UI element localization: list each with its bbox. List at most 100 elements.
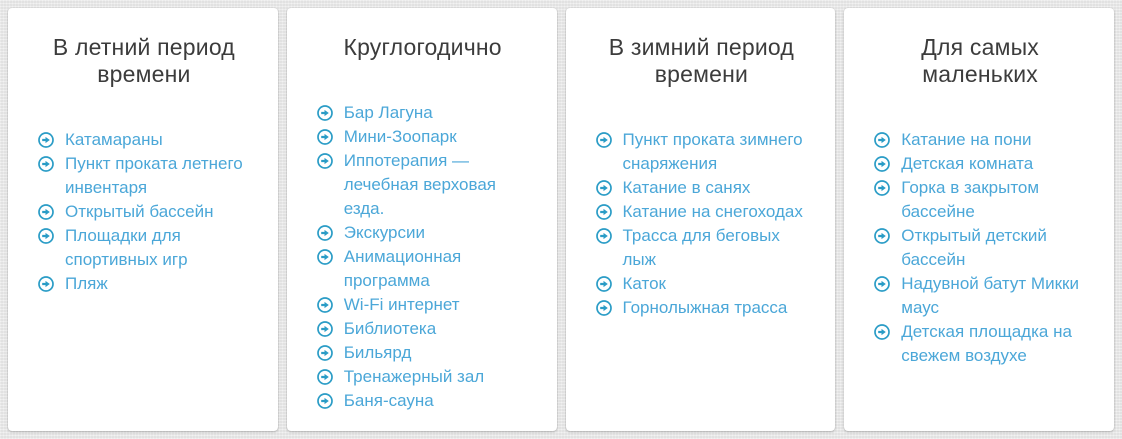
circle-arrow-right-icon (595, 204, 612, 220)
activity-item: Иппотерапия — лечебная верховая езда. (316, 149, 529, 221)
activity-link[interactable]: Открытый бассейн (38, 200, 250, 224)
activity-item: Тренажерный зал (316, 365, 529, 389)
activity-item: Пункт проката зимнего снаряжения (595, 128, 808, 176)
activity-label: Иппотерапия — лечебная верховая езда. (343, 151, 497, 218)
card-summer: В летний период времени Катамараны Пункт … (8, 8, 278, 431)
activity-link[interactable]: Каток (595, 272, 808, 296)
activity-label: Анимационная программа (343, 247, 462, 290)
activity-item: Экскурсии (316, 221, 529, 245)
activity-label: Баня-сауна (343, 391, 434, 410)
card-kids: Для самых маленьких Катание на пони Детск… (844, 8, 1114, 431)
activity-label: Мини-Зоопарк (343, 127, 457, 146)
activity-item: Библиотека (316, 317, 529, 341)
circle-arrow-right-icon (595, 228, 612, 244)
circle-arrow-right-icon (316, 153, 333, 169)
activity-link[interactable]: Бар Лагуна (316, 101, 529, 125)
activity-link[interactable]: Пляж (38, 272, 250, 296)
activity-label: Катание на пони (901, 130, 1032, 149)
circle-arrow-right-icon (595, 276, 612, 292)
circle-arrow-right-icon (316, 225, 333, 241)
circle-arrow-right-icon (38, 156, 54, 172)
activity-link[interactable]: Пункт проката летнего инвентаря (38, 152, 250, 200)
activity-link[interactable]: Детская комната (874, 152, 1086, 176)
activity-link[interactable]: Баня-сауна (316, 389, 529, 413)
circle-arrow-right-icon (316, 345, 333, 361)
card-year-round: Круглогодично Бар Лагуна Мини-Зоопарк Иппо… (286, 8, 557, 431)
circle-arrow-right-icon (38, 276, 54, 292)
activity-item: Горка в закрытом бассейне (874, 176, 1086, 224)
activity-item: Баня-сауна (316, 389, 529, 413)
activity-item: Катание на снегоходах (595, 200, 808, 224)
circle-arrow-right-icon (316, 249, 333, 265)
activity-label: Катамараны (65, 130, 163, 149)
activity-item: Wi-Fi интернет (316, 293, 529, 317)
activity-item: Надувной батут Микки маус (874, 272, 1086, 320)
activity-label: Детская площадка на свежем воздухе (901, 322, 1072, 365)
activity-link[interactable]: Катание на снегоходах (595, 200, 808, 224)
activity-link[interactable]: Анимационная программа (316, 245, 529, 293)
circle-arrow-right-icon (316, 105, 333, 121)
activity-link[interactable]: Библиотека (316, 317, 529, 341)
circle-arrow-right-icon (595, 132, 612, 148)
activity-label: Катание на снегоходах (622, 202, 803, 221)
category-title: Круглогодично (343, 34, 502, 60)
activity-link[interactable]: Катание в санях (595, 176, 808, 200)
activity-item: Катание в санях (595, 176, 808, 200)
activity-item: Детская площадка на свежем воздухе (874, 320, 1086, 368)
circle-arrow-right-icon (316, 393, 333, 409)
activity-label: Бар Лагуна (343, 103, 433, 122)
activity-label: Каток (622, 274, 666, 293)
activity-item: Мини-Зоопарк (316, 125, 529, 149)
activity-label: Площадки для спортивных игр (65, 226, 188, 269)
circle-arrow-right-icon (595, 300, 612, 316)
activity-link[interactable]: Площадки для спортивных игр (38, 224, 250, 272)
activity-link[interactable]: Детская площадка на свежем воздухе (874, 320, 1086, 368)
activity-item: Детская комната (874, 152, 1086, 176)
activity-link[interactable]: Открытый детский бассейн (874, 224, 1086, 272)
activity-label: Открытый бассейн (65, 202, 214, 221)
activity-item: Площадки для спортивных игр (38, 224, 250, 272)
circle-arrow-right-icon (874, 324, 891, 340)
circle-arrow-right-icon (874, 228, 891, 244)
activity-link[interactable]: Мини-Зоопарк (316, 125, 529, 149)
card-winter: В зимний период времени Пункт проката зи… (565, 8, 836, 431)
activity-list: Пункт проката зимнего снаряжения Катание … (595, 128, 808, 320)
activity-label: Тренажерный зал (343, 367, 485, 386)
category-title: В зимний период времени (608, 34, 795, 87)
activity-item: Пункт проката летнего инвентаря (38, 152, 250, 200)
activity-link[interactable]: Катамараны (38, 128, 250, 152)
circle-arrow-right-icon (874, 276, 891, 292)
activity-label: Wi-Fi интернет (343, 295, 460, 314)
category-title: Для самых маленьких (921, 34, 1040, 87)
activity-item: Катание на пони (874, 128, 1086, 152)
activity-item: Горнолыжная трасса (595, 296, 808, 320)
activity-link[interactable]: Экскурсии (316, 221, 529, 245)
activity-label: Экскурсии (343, 223, 425, 242)
activity-label: Бильярд (343, 343, 412, 362)
activity-list: Катамараны Пункт проката летнего инвентар… (38, 128, 250, 296)
activity-list: Бар Лагуна Мини-Зоопарк Иппотерапия — лече… (316, 101, 529, 413)
activity-link[interactable]: Горка в закрытом бассейне (874, 176, 1086, 224)
activity-label: Библиотека (343, 319, 437, 338)
activity-link[interactable]: Тренажерный зал (316, 365, 529, 389)
circle-arrow-right-icon (316, 297, 333, 313)
circle-arrow-right-icon (38, 204, 54, 220)
activity-link[interactable]: Горнолыжная трасса (595, 296, 808, 320)
activity-label: Пляж (65, 274, 108, 293)
activity-link[interactable]: Бильярд (316, 341, 529, 365)
activity-link[interactable]: Wi-Fi интернет (316, 293, 529, 317)
activity-link[interactable]: Пункт проката зимнего снаряжения (595, 128, 808, 176)
activity-link[interactable]: Надувной батут Микки маус (874, 272, 1086, 320)
circle-arrow-right-icon (874, 156, 891, 172)
circle-arrow-right-icon (595, 180, 612, 196)
activity-link[interactable]: Трасса для беговых лыж (595, 224, 808, 272)
activity-item: Пляж (38, 272, 250, 296)
activity-link[interactable]: Иппотерапия — лечебная верховая езда. (316, 149, 529, 221)
circle-arrow-right-icon (316, 321, 333, 337)
activity-label: Горнолыжная трасса (622, 298, 788, 317)
activity-link[interactable]: Катание на пони (874, 128, 1086, 152)
circle-arrow-right-icon (316, 369, 333, 385)
circle-arrow-right-icon (874, 132, 891, 148)
activity-label: Пункт проката летнего инвентаря (65, 154, 243, 197)
